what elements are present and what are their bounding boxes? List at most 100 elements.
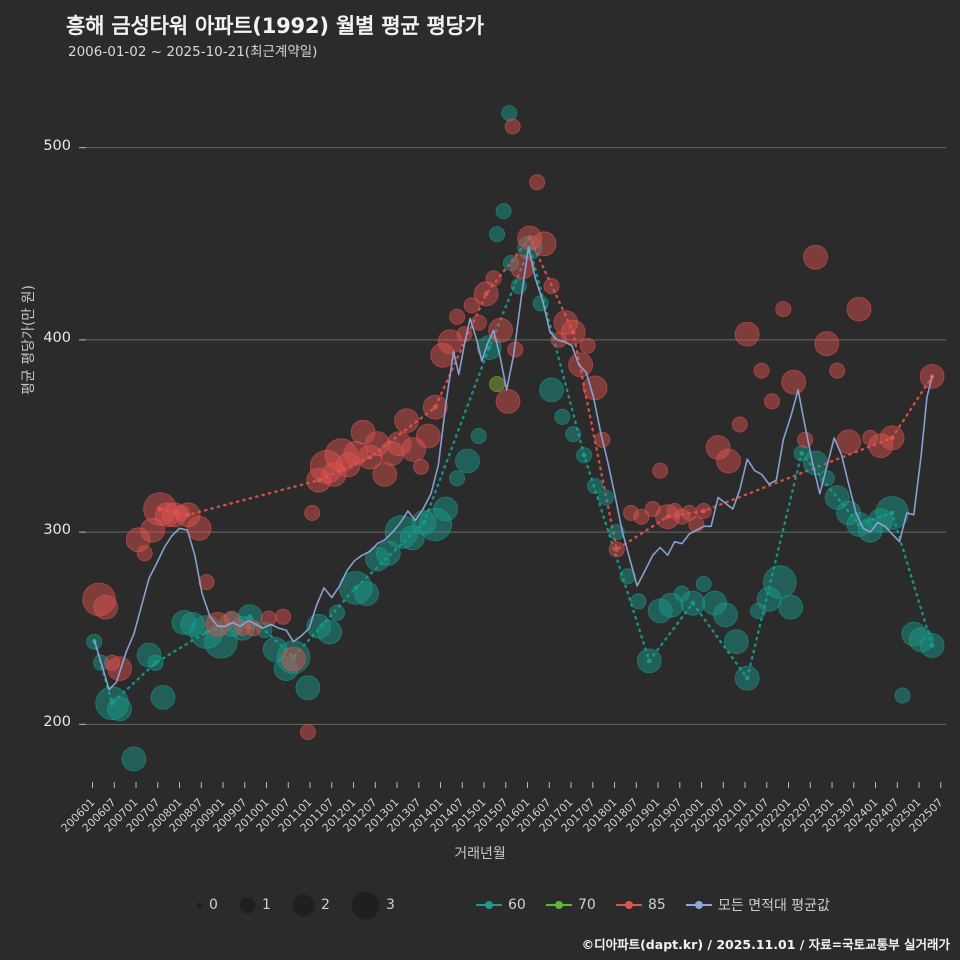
data-point bbox=[150, 685, 176, 710]
legend-series-swatch bbox=[686, 899, 712, 911]
bubbles-60 bbox=[86, 203, 945, 772]
legend-size-label: 3 bbox=[386, 897, 395, 913]
data-point bbox=[304, 504, 321, 521]
trend-polyline bbox=[93, 246, 934, 705]
legend-size-item-3[interactable]: 3 bbox=[351, 888, 395, 922]
data-point bbox=[894, 687, 911, 704]
trend-node bbox=[581, 452, 587, 458]
outlier-points bbox=[501, 105, 521, 135]
legend-series-item-85[interactable]: 85 bbox=[616, 888, 666, 922]
data-point bbox=[764, 393, 781, 410]
legend-size-dot bbox=[196, 901, 203, 909]
trend-node bbox=[614, 547, 620, 552]
data-point bbox=[579, 337, 596, 354]
data-point bbox=[412, 458, 429, 475]
data-point bbox=[489, 376, 506, 393]
data-point bbox=[495, 388, 521, 414]
bubbles-85 bbox=[82, 174, 945, 741]
data-point bbox=[422, 394, 448, 420]
trend-line-85 bbox=[157, 235, 935, 552]
data-point bbox=[597, 489, 614, 506]
trend-node bbox=[421, 520, 427, 525]
outlier-point bbox=[501, 105, 518, 122]
data-point bbox=[495, 203, 512, 220]
data-point bbox=[234, 620, 251, 637]
data-point bbox=[365, 431, 390, 457]
legend-dot bbox=[695, 901, 703, 909]
legend-size-item-0[interactable]: 0 bbox=[196, 888, 218, 922]
data-point bbox=[489, 226, 506, 243]
data-point bbox=[818, 470, 835, 487]
data-point bbox=[623, 504, 640, 521]
data-point bbox=[829, 362, 846, 379]
data-point bbox=[608, 541, 625, 558]
data-point bbox=[295, 675, 321, 701]
page-subtitle: 2006-01-02 ~ 2025-10-21(최근계약일) bbox=[68, 44, 318, 60]
y-tick-label-500: 500 bbox=[43, 137, 71, 154]
trend-node bbox=[367, 454, 373, 460]
data-point bbox=[107, 656, 132, 681]
data-point bbox=[275, 608, 292, 625]
trend-node bbox=[690, 600, 696, 606]
trend-node bbox=[527, 235, 533, 241]
legend-size-item-2[interactable]: 2 bbox=[292, 888, 330, 922]
trend-node bbox=[646, 658, 652, 664]
data-point bbox=[680, 590, 706, 616]
data-point bbox=[723, 629, 749, 655]
data-point bbox=[633, 508, 650, 525]
data-point bbox=[762, 565, 797, 599]
data-point bbox=[175, 502, 201, 528]
legend-series-label: 85 bbox=[648, 897, 666, 913]
trend-node bbox=[744, 675, 750, 681]
legend-size-item-1[interactable]: 1 bbox=[239, 888, 271, 922]
data-point bbox=[862, 429, 879, 446]
data-point bbox=[488, 317, 514, 343]
y-tick-label-300: 300 bbox=[43, 522, 71, 539]
data-point bbox=[418, 507, 453, 542]
data-point bbox=[455, 448, 480, 474]
x-tick-marks bbox=[92, 782, 942, 788]
data-point bbox=[317, 619, 343, 645]
data-point bbox=[608, 524, 625, 541]
data-point bbox=[652, 462, 669, 479]
data-point bbox=[695, 502, 712, 519]
legend-size-label: 0 bbox=[209, 897, 218, 913]
legend-series-item-60[interactable]: 60 bbox=[476, 888, 526, 922]
data-point bbox=[582, 375, 608, 401]
average-line bbox=[93, 246, 933, 691]
data-point bbox=[394, 408, 420, 434]
page-title: 흥해 금성타워 아파트(1992) 월별 평균 평당가 bbox=[66, 14, 484, 38]
legend-series-item-모든 면적대 평균값[interactable]: 모든 면적대 평균값 bbox=[686, 888, 830, 922]
data-point bbox=[147, 654, 164, 671]
data-point bbox=[713, 602, 738, 628]
data-point bbox=[476, 335, 502, 361]
data-point bbox=[415, 423, 441, 449]
data-point bbox=[636, 648, 662, 674]
trend-node bbox=[432, 404, 438, 410]
data-point bbox=[433, 496, 459, 522]
legend-series-swatch bbox=[616, 899, 642, 911]
data-point bbox=[539, 377, 564, 403]
data-point bbox=[306, 467, 332, 493]
legend-series-item-70[interactable]: 70 bbox=[546, 888, 596, 922]
data-point bbox=[354, 581, 380, 606]
trend-node bbox=[483, 291, 489, 297]
data-point bbox=[731, 416, 748, 433]
data-point bbox=[803, 244, 828, 270]
legend-size-dot bbox=[239, 896, 256, 914]
average-polyline bbox=[93, 246, 933, 691]
data-point bbox=[919, 633, 945, 658]
data-point bbox=[681, 504, 698, 521]
legend-series-label: 모든 면적대 평균값 bbox=[718, 898, 830, 914]
bubbles-70 bbox=[489, 376, 506, 393]
data-point bbox=[321, 461, 347, 487]
data-point bbox=[82, 582, 116, 617]
data-point bbox=[674, 508, 691, 525]
data-point bbox=[485, 270, 502, 287]
data-point bbox=[449, 470, 466, 487]
legend-size-dot bbox=[292, 893, 315, 917]
data-point bbox=[734, 321, 760, 347]
legend-size-label: 1 bbox=[262, 897, 271, 913]
